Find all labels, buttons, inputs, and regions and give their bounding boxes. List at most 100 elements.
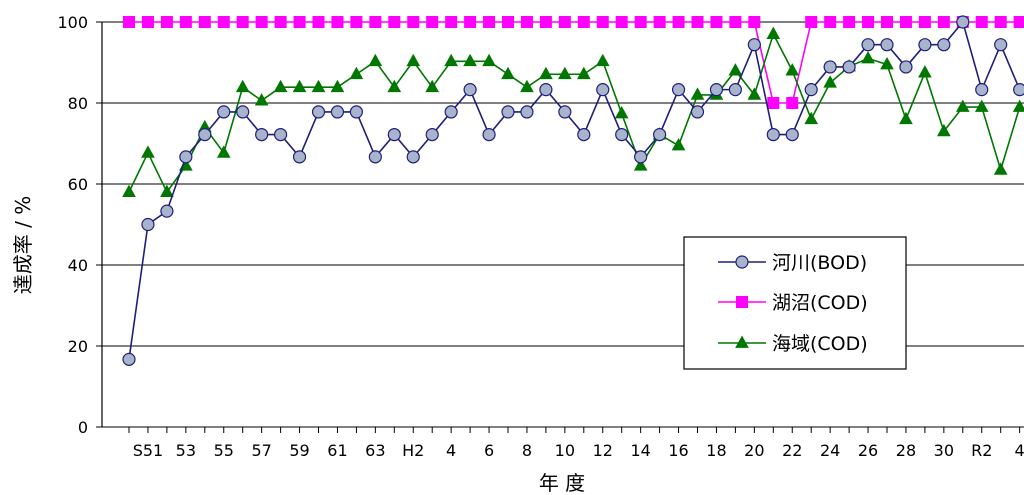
data-point xyxy=(956,15,970,29)
data-point xyxy=(141,145,155,158)
data-point xyxy=(160,184,174,197)
data-point xyxy=(615,16,628,28)
data-point xyxy=(881,16,893,28)
x-tick-label: 30 xyxy=(934,441,954,460)
data-point xyxy=(236,105,250,119)
data-point xyxy=(691,16,704,28)
data-point xyxy=(918,65,932,78)
data-point xyxy=(1012,99,1024,112)
data-point xyxy=(899,16,912,28)
data-point xyxy=(785,127,799,142)
data-point xyxy=(862,16,875,28)
data-point xyxy=(122,352,136,366)
data-point xyxy=(502,16,514,28)
legend-marker xyxy=(735,255,749,269)
data-point xyxy=(160,16,173,28)
x-tick-label: 63 xyxy=(365,441,385,460)
data-point xyxy=(558,66,572,80)
data-point xyxy=(292,79,307,93)
data-point xyxy=(368,150,382,164)
data-point xyxy=(975,16,988,28)
data-point xyxy=(558,105,572,119)
data-point xyxy=(596,16,609,28)
y-tick-label: 0 xyxy=(78,418,88,437)
data-point xyxy=(254,93,269,106)
y-tick-label: 40 xyxy=(68,256,88,275)
data-point xyxy=(710,16,723,28)
data-point xyxy=(293,16,306,28)
data-point xyxy=(520,105,534,119)
data-point xyxy=(274,16,287,28)
y-tick-label: 100 xyxy=(57,13,88,32)
x-tick-label: 28 xyxy=(896,441,916,460)
data-point xyxy=(217,16,230,28)
y-tick-label: 60 xyxy=(68,175,88,194)
data-point xyxy=(615,127,629,142)
data-point xyxy=(141,16,154,28)
data-point xyxy=(690,105,705,119)
data-point xyxy=(273,79,288,93)
data-point xyxy=(861,50,875,64)
x-tick-label: 16 xyxy=(668,441,688,460)
data-point xyxy=(123,16,135,28)
data-point xyxy=(501,105,515,119)
data-point xyxy=(747,38,761,52)
y-axis: 0 20 40 60 80 100 xyxy=(57,13,103,437)
data-point xyxy=(614,106,629,119)
data-point xyxy=(501,66,515,80)
data-point xyxy=(595,53,610,67)
data-point xyxy=(558,16,571,28)
data-point xyxy=(804,111,819,125)
x-tick-label: 10 xyxy=(555,441,575,460)
x-tick-label: 24 xyxy=(820,441,840,460)
data-point xyxy=(634,16,647,28)
x-tick-label: 61 xyxy=(327,441,347,460)
data-point xyxy=(747,87,762,100)
data-point xyxy=(141,217,155,232)
data-point xyxy=(880,38,894,52)
data-point xyxy=(577,16,590,28)
data-point xyxy=(369,16,382,28)
data-point xyxy=(179,150,193,164)
data-point xyxy=(445,16,458,28)
series-2 xyxy=(122,26,1024,197)
data-point xyxy=(426,16,439,28)
x-axis: S51 53 55 57 59 61 63 H2 4 6 8 10 12 14 16 18 20 22 24 26 28… xyxy=(128,427,1024,460)
data-point xyxy=(671,83,686,97)
data-point xyxy=(311,105,326,119)
data-point xyxy=(576,66,591,80)
data-point xyxy=(805,16,818,28)
data-point xyxy=(387,79,402,93)
legend-label: 海域(COD) xyxy=(772,333,868,355)
data-point xyxy=(634,150,648,164)
data-point xyxy=(539,16,552,28)
x-tick-label: 55 xyxy=(214,441,234,460)
data-point xyxy=(311,79,326,93)
data-point xyxy=(387,127,401,142)
data-point xyxy=(520,16,533,28)
data-point xyxy=(653,16,666,28)
x-tick-label: H2 xyxy=(402,441,424,460)
data-point xyxy=(425,79,440,93)
data-point xyxy=(937,123,951,137)
x-tick-label: 20 xyxy=(744,441,764,460)
x-tick-label: 57 xyxy=(251,441,271,460)
data-point xyxy=(824,16,837,28)
data-point xyxy=(633,158,648,171)
data-point xyxy=(235,79,250,93)
x-tick-label: 6 xyxy=(484,441,494,460)
data-point xyxy=(444,105,458,119)
data-point xyxy=(596,83,610,97)
x-tick-label: 22 xyxy=(782,441,802,460)
data-point xyxy=(1013,16,1024,28)
data-point xyxy=(974,99,989,112)
data-point xyxy=(994,38,1008,52)
x-tick-label: 8 xyxy=(522,441,532,460)
data-point xyxy=(216,145,231,158)
data-point xyxy=(406,53,421,67)
data-point xyxy=(349,66,364,80)
data-point xyxy=(767,97,780,109)
data-point xyxy=(899,60,913,74)
data-point xyxy=(690,87,705,100)
data-point xyxy=(406,150,420,164)
